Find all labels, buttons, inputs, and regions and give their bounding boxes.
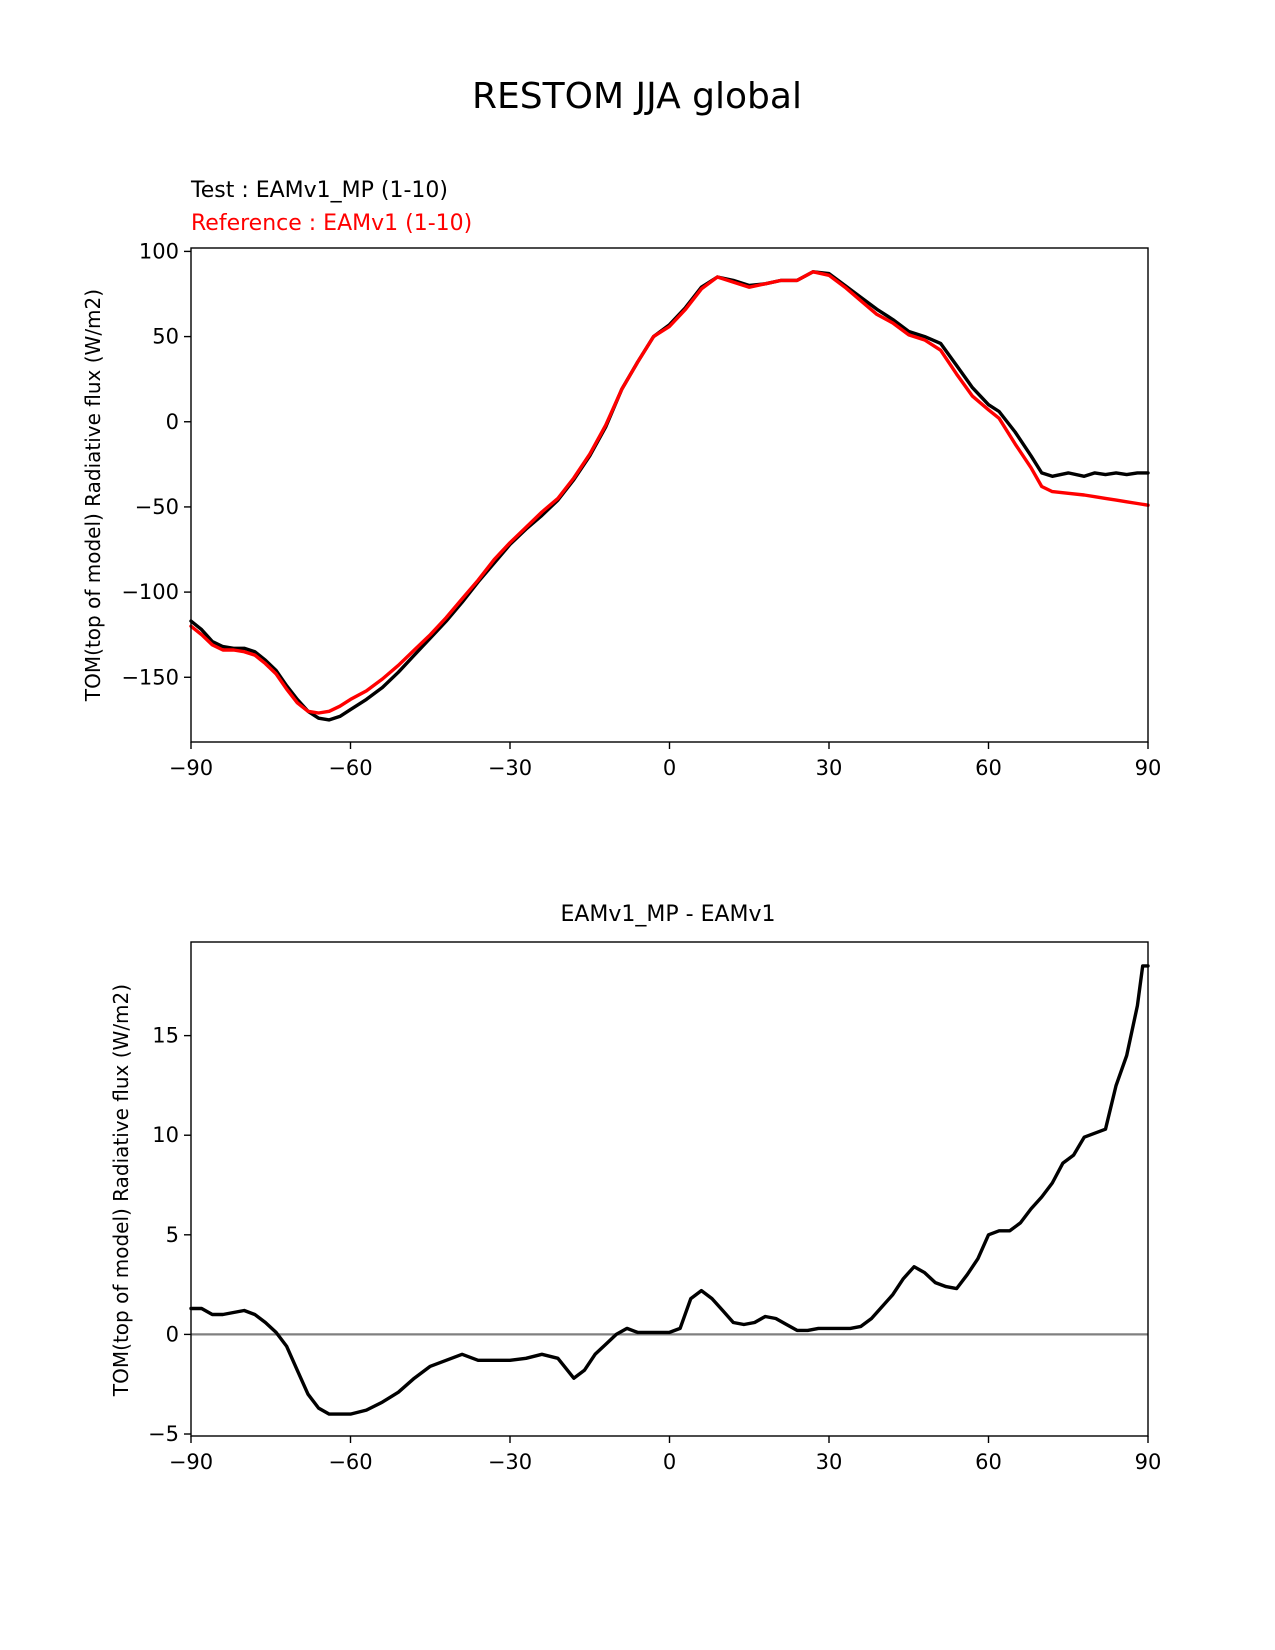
bottom-plot-area: −90 −60 −30 0 30 60 90 −5 0 5 10 15 bbox=[148, 941, 1162, 1474]
y-tick-label: 10 bbox=[152, 1123, 179, 1147]
y-tick-label: 15 bbox=[152, 1024, 179, 1048]
x-tick-label: −90 bbox=[169, 1450, 213, 1474]
x-tick-label: −90 bbox=[169, 756, 213, 780]
bottom-panel: EAMv1_MP - EAMv1 TOM(top of model) Radia… bbox=[109, 902, 1161, 1474]
test-legend-label: Test : EAMv1_MP (1-10) bbox=[190, 178, 448, 203]
x-tick-label: 90 bbox=[1135, 756, 1162, 780]
test-series-line bbox=[189, 270, 1150, 722]
y-tick-label: −100 bbox=[121, 580, 179, 604]
x-tick-label: 30 bbox=[816, 756, 843, 780]
y-tick-label: −5 bbox=[148, 1422, 179, 1446]
y-tick-label: 5 bbox=[166, 1223, 179, 1247]
x-tick-label: 60 bbox=[975, 1450, 1002, 1474]
difference-series-line bbox=[189, 964, 1150, 1416]
x-tick-label: −60 bbox=[328, 1450, 372, 1474]
x-tick-label: 60 bbox=[975, 756, 1002, 780]
bottom-y-axis-label: TOM(top of model) Radiative flux (W/m2) bbox=[109, 984, 133, 1397]
x-tick-label: −60 bbox=[328, 756, 372, 780]
x-tick-label: −30 bbox=[488, 756, 532, 780]
top-y-axis-label: TOM(top of model) Radiative flux (W/m2) bbox=[81, 289, 105, 702]
y-tick-label: −50 bbox=[135, 495, 179, 519]
difference-title: EAMv1_MP - EAMv1 bbox=[560, 902, 775, 927]
x-tick-label: −30 bbox=[488, 1450, 532, 1474]
top-plot-area: −90 −60 −30 0 30 60 90 −150 −100 −50 0 50 100 bbox=[121, 239, 1161, 780]
y-tick-label: 0 bbox=[166, 410, 179, 434]
x-tick-label: 30 bbox=[816, 1450, 843, 1474]
reference-legend-label: Reference : EAMv1 (1-10) bbox=[191, 211, 472, 236]
reference-series-line bbox=[189, 270, 1150, 715]
figure-title: RESTOM JJA global bbox=[472, 76, 802, 117]
plot-frame bbox=[190, 247, 1149, 743]
y-tick-label: 0 bbox=[166, 1322, 179, 1346]
x-tick-label: 90 bbox=[1135, 1450, 1162, 1474]
y-tick-label: 100 bbox=[139, 239, 179, 263]
x-tick-label: 0 bbox=[663, 1450, 676, 1474]
top-panel: Test : EAMv1_MP (1-10) Reference : EAMv1… bbox=[81, 178, 1161, 780]
plot-frame bbox=[190, 941, 1149, 1437]
y-tick-label: −150 bbox=[121, 665, 179, 689]
x-tick-label: 0 bbox=[663, 756, 676, 780]
y-tick-label: 50 bbox=[152, 325, 179, 349]
